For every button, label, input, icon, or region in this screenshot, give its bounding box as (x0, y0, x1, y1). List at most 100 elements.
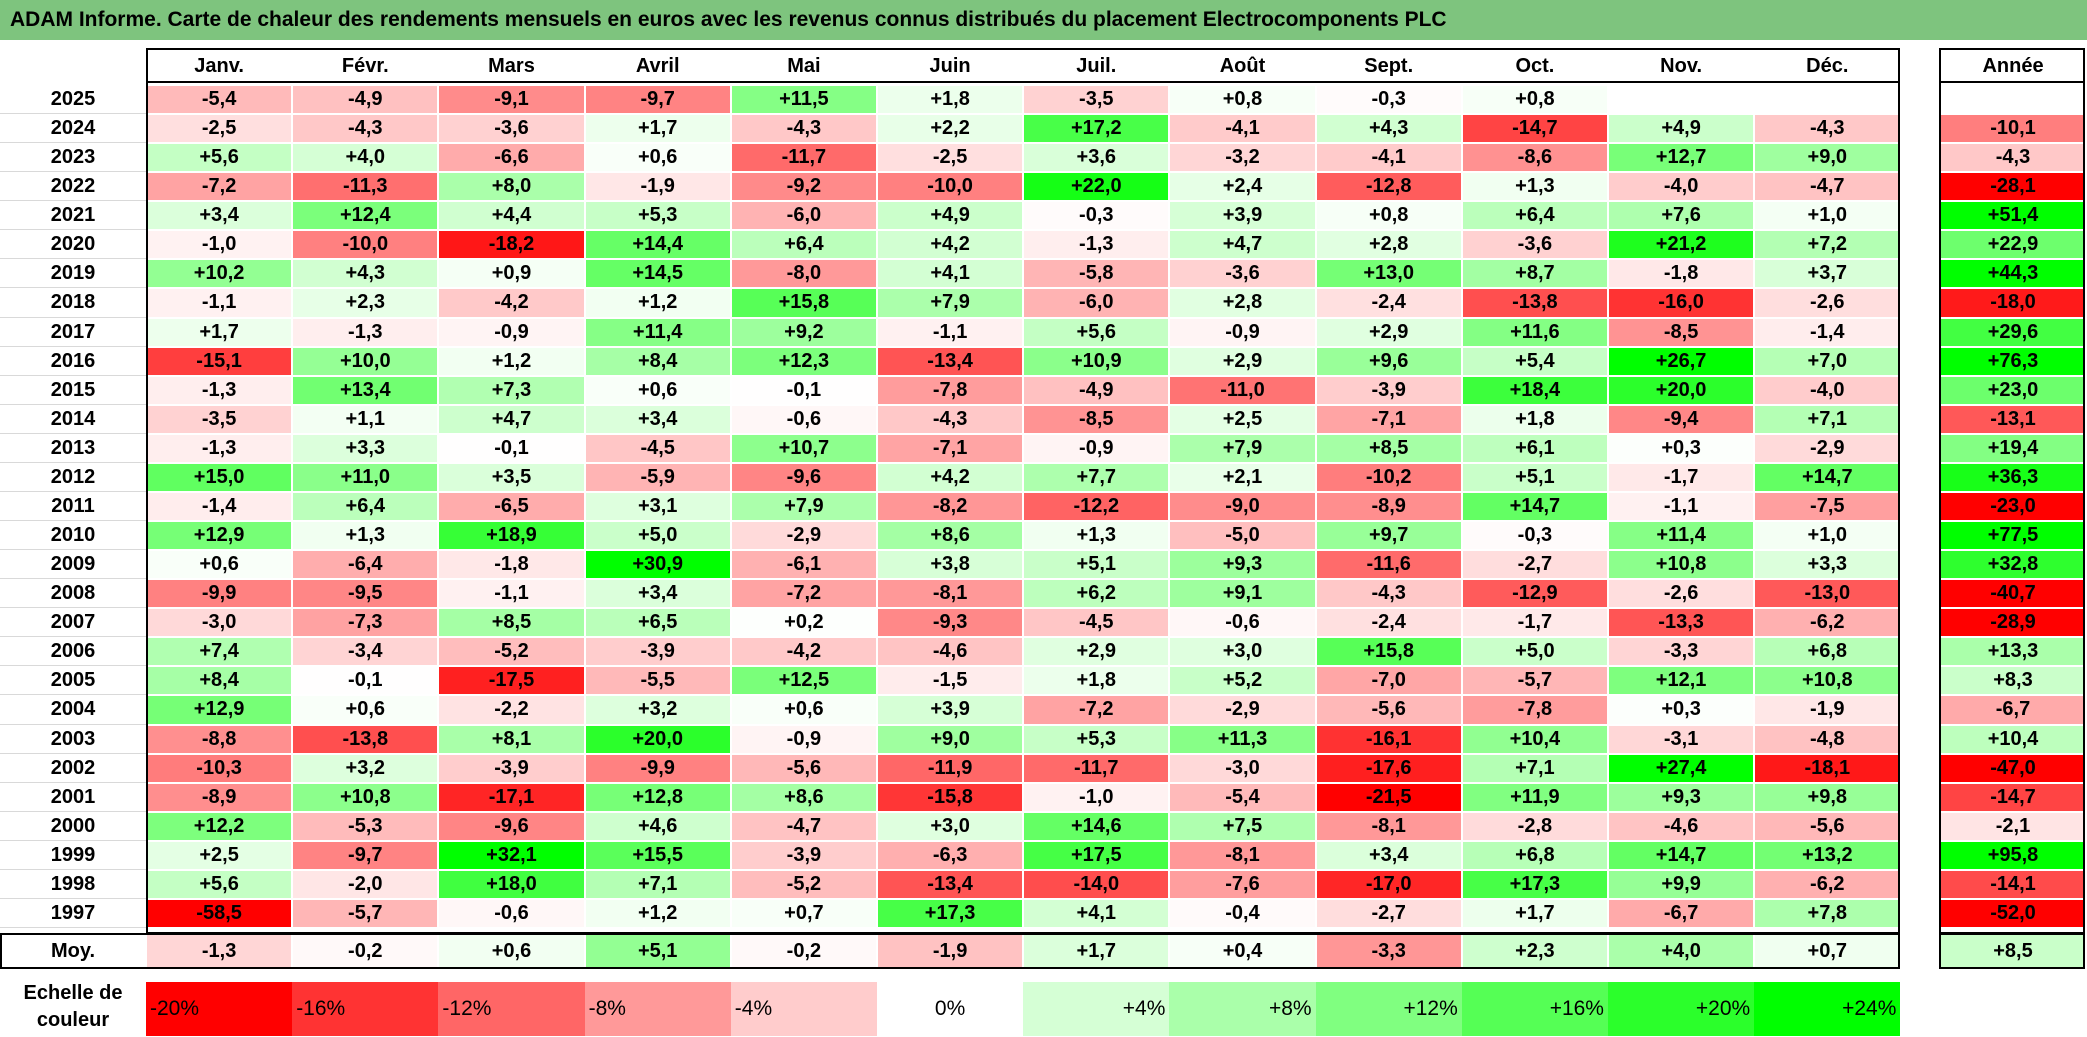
heatmap-cell: -11,3 (293, 173, 438, 201)
heatmap-cell: -7,8 (1462, 696, 1607, 724)
heatmap-cell: +4,6 (585, 812, 730, 840)
heatmap-cell: +9,3 (1609, 783, 1754, 811)
heatmap-cell: -3,9 (731, 841, 876, 869)
year-label: 2011 (51, 494, 95, 517)
heatmap-cell: -7,8 (878, 376, 1023, 404)
heatmap-cell: -2,7 (1316, 899, 1461, 928)
annual-cell: -4,3 (1941, 144, 2085, 172)
annual-cell: -14,1 (1941, 870, 2085, 898)
heatmap-cell: -3,9 (439, 754, 584, 782)
heatmap-cell: -5,6 (1755, 812, 1900, 840)
heatmap-cell: +4,7 (1170, 231, 1315, 259)
heatmap-cell: -1,7 (1609, 463, 1754, 491)
heatmap-cell: +10,4 (1462, 725, 1607, 753)
heatmap-cell: +0,6 (731, 696, 876, 724)
row-divider (0, 897, 146, 899)
heatmap-cell: -1,0 (147, 231, 292, 259)
heatmap-cell: +5,0 (585, 522, 730, 550)
heatmap-cell: +6,5 (585, 609, 730, 637)
month-header: Oct. (1515, 55, 1555, 77)
row-divider (0, 665, 146, 667)
heatmap-cell: +7,0 (1755, 347, 1900, 375)
annual-cell: +36,3 (1941, 463, 2085, 491)
heatmap-cell: +15,8 (1316, 638, 1461, 666)
heatmap-cell: +6,4 (731, 231, 876, 259)
heatmap-cell: +1,2 (585, 289, 730, 317)
heatmap-cell: -1,1 (1609, 492, 1754, 521)
heatmap-cell: +4,2 (878, 231, 1023, 259)
year-label: 2008 (50, 582, 96, 605)
heatmap-cell: +9,8 (1755, 783, 1900, 811)
heatmap-cell: +17,2 (1024, 115, 1169, 143)
annual-cell: -23,0 (1941, 492, 2085, 521)
annual-cell: +10,4 (1941, 725, 2085, 753)
row-divider (0, 781, 146, 783)
color-scale-swatch: -20% (146, 982, 293, 1036)
heatmap-cell: -4,3 (293, 115, 438, 143)
heatmap-cell: -4,2 (731, 638, 876, 666)
heatmap-cell: +0,3 (1609, 696, 1754, 724)
year-label: 2006 (50, 640, 96, 663)
heatmap-cell: +18,0 (439, 870, 584, 898)
annual-cell: +8,3 (1941, 667, 2085, 695)
heatmap-cell: +5,6 (147, 144, 292, 172)
heatmap-cell: -8,6 (1462, 144, 1607, 172)
annual-cell (1941, 86, 2085, 114)
heatmap-cell: -11,9 (878, 754, 1023, 782)
heatmap-cell: +7,3 (439, 376, 584, 404)
annual-cell: +95,8 (1941, 841, 2085, 869)
heatmap-cell: +3,0 (1170, 638, 1315, 666)
heatmap-cell: +18,9 (439, 522, 584, 550)
heatmap-cell: -2,7 (1462, 551, 1607, 579)
heatmap-cell: +1,3 (293, 522, 438, 550)
annual-cell: -52,0 (1941, 899, 2085, 928)
year-label: 2012 (50, 465, 96, 488)
heatmap-cell: -5,9 (585, 463, 730, 491)
heatmap-cell: +7,5 (1170, 812, 1315, 840)
year-label: 2015 (50, 378, 96, 401)
annual-cell: +76,3 (1941, 347, 2085, 375)
heatmap-cell: +0,6 (585, 144, 730, 172)
heatmap-cell: +2,5 (1170, 405, 1315, 433)
row-divider (0, 287, 146, 289)
heatmap-cell: -12,2 (1024, 492, 1169, 521)
heatmap-cell: -9,9 (585, 754, 730, 782)
heatmap-cell: +0,6 (585, 376, 730, 404)
color-scale-label-line2: couleur (36, 1009, 110, 1031)
heatmap-cell: -3,9 (1316, 376, 1461, 404)
heatmap-cell: -2,5 (147, 115, 292, 143)
heatmap-cell: +22,0 (1024, 173, 1169, 201)
heatmap-cell: +11,3 (1170, 725, 1315, 753)
heatmap-cell: -4,8 (1755, 725, 1900, 753)
heatmap-cell: -8,9 (147, 783, 292, 811)
average-annual-cell: +8,5 (1941, 935, 2085, 967)
heatmap-cell: +1,3 (1462, 173, 1607, 201)
heatmap-cell: +1,7 (147, 318, 292, 346)
annual-cell: +29,6 (1941, 318, 2085, 346)
heatmap-cell: +8,0 (439, 173, 584, 201)
year-label: 1997 (50, 901, 96, 924)
heatmap-cell: -6,4 (293, 551, 438, 579)
year-label: 2000 (50, 814, 96, 837)
heatmap-cell: +5,3 (1024, 725, 1169, 753)
heatmap-cell: +4,3 (1316, 115, 1461, 143)
heatmap-cell: -4,7 (731, 812, 876, 840)
heatmap-cell: +11,9 (1462, 783, 1607, 811)
row-divider (0, 316, 146, 318)
heatmap-cell: +2,5 (147, 841, 292, 869)
average-cell: -1,9 (878, 935, 1023, 967)
heatmap-cell: -16,1 (1316, 725, 1461, 753)
heatmap-cell: -3,0 (1170, 754, 1315, 782)
year-label: 2022 (50, 175, 96, 198)
heatmap-cell: -1,4 (147, 492, 292, 521)
heatmap-cell: -13,3 (1609, 609, 1754, 637)
row-divider (0, 142, 146, 144)
heatmap-cell: +4,0 (293, 144, 438, 172)
heatmap-cell: -8,1 (878, 580, 1023, 608)
heatmap-cell: -4,6 (1609, 812, 1754, 840)
row-divider (0, 461, 146, 463)
month-header: Févr. (341, 55, 389, 77)
row-divider (0, 549, 146, 551)
heatmap-cell: +7,9 (878, 289, 1023, 317)
heatmap-cell: +11,4 (1609, 522, 1754, 550)
